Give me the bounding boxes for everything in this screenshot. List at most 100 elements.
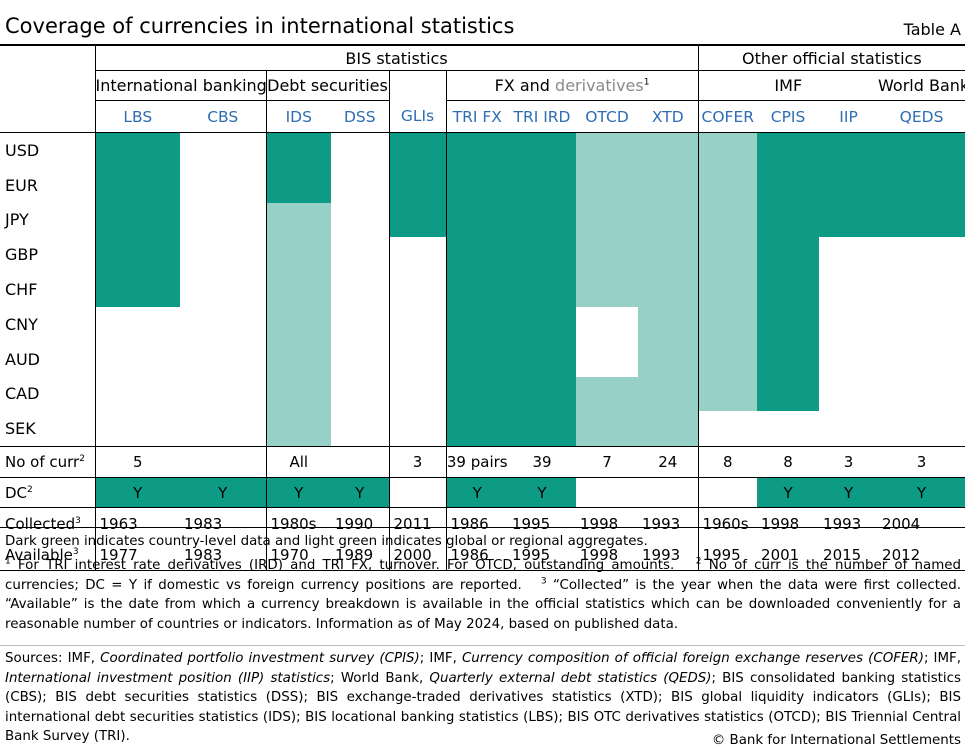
coverage-cell	[697, 341, 758, 377]
coverage-cell	[576, 237, 638, 273]
coverage-cell	[388, 306, 446, 342]
coverage-cell	[445, 202, 508, 238]
coverage-cell	[331, 342, 389, 377]
coverage-cell	[388, 237, 446, 273]
value-cell: 1995	[508, 539, 576, 572]
currency-row: SEK	[0, 411, 965, 447]
coverage-cell	[331, 168, 389, 203]
currency-row: CAD	[0, 376, 965, 412]
coverage-cell	[757, 167, 820, 203]
value-cell: 2000	[388, 539, 446, 572]
coverage-cell	[638, 376, 699, 412]
value-cell: Y	[508, 477, 576, 509]
value-cell: 2011	[388, 507, 446, 540]
value-cell: 8	[697, 446, 758, 479]
value-cell: 3	[878, 446, 965, 479]
coverage-cell	[445, 341, 508, 377]
coverage-cell	[576, 307, 638, 342]
row-label: Collected3	[5, 514, 81, 533]
coverage-cell	[697, 272, 758, 307]
coverage-cell	[819, 272, 878, 307]
coverage-cell	[697, 237, 758, 273]
value-cell: 1980s	[265, 507, 331, 540]
value-cell: 39	[508, 446, 576, 479]
coverage-cell	[265, 306, 331, 342]
column-header-dss: DSS	[331, 100, 389, 133]
coverage-cell	[697, 411, 758, 447]
group-bis: BIS statistics	[94, 46, 699, 71]
coverage-cell	[638, 237, 699, 273]
column-header-qeds: QEDS	[878, 100, 965, 133]
column-header-ids: IDS	[265, 100, 331, 133]
currency-label: JPY	[5, 210, 29, 230]
column-header-glis: GLIs	[388, 100, 446, 133]
subgroup-debt-securities: Debt securities	[265, 70, 389, 101]
coverage-cell	[331, 237, 389, 272]
coverage-cell	[331, 203, 389, 238]
value-cell: 1995	[697, 539, 758, 572]
table-label: Table A	[903, 20, 961, 39]
coverage-cell	[697, 306, 758, 342]
value-cell: 1989	[331, 539, 389, 572]
value-cell: 1983	[184, 514, 223, 533]
value-cell: All	[265, 446, 331, 479]
value-cell: 24	[638, 446, 699, 479]
coverage-cell	[445, 306, 508, 342]
coverage-cell	[576, 411, 638, 447]
coverage-cell	[508, 272, 576, 307]
coverage-cell	[180, 203, 266, 238]
coverage-cell	[878, 307, 965, 342]
coverage-cell	[697, 132, 758, 168]
legend-note: Dark green indicates country-level data …	[5, 534, 648, 549]
coverage-cell	[757, 237, 820, 273]
coverage-cell	[94, 376, 180, 412]
coverage-cell	[180, 411, 266, 446]
coverage-cell	[445, 237, 508, 273]
coverage-cell	[819, 307, 878, 342]
value-cell: Y	[331, 477, 389, 509]
value-cell	[576, 477, 638, 509]
value-cell	[388, 477, 446, 509]
value-cell: 1960s	[697, 507, 758, 540]
value-cell: 1993	[823, 514, 862, 533]
coverage-cell	[819, 237, 878, 272]
coverage-cell	[445, 167, 508, 203]
coverage-cell	[388, 202, 446, 238]
coverage-cell	[508, 411, 576, 447]
coverage-cell	[331, 307, 389, 342]
coverage-cell	[265, 167, 331, 203]
coverage-cell	[819, 167, 879, 203]
value-cell: 1990	[335, 514, 374, 533]
coverage-cell	[697, 167, 758, 203]
notes-divider	[0, 645, 965, 646]
column-header-xtd: XTD	[638, 100, 699, 133]
value-cell: Y	[819, 477, 879, 509]
subgroup-imf: IMF	[697, 70, 879, 101]
currency-label: AUD	[5, 349, 40, 369]
row-collected: Collected3 1963 1983 1980s 1990 2011 1986 1995 1…	[0, 507, 965, 540]
coverage-cell	[265, 202, 331, 238]
corner-cell	[0, 46, 95, 71]
value-cell: 1993	[638, 539, 699, 572]
row-available: Available3 1977 1983 1970 1989 2000 1986 1995 19…	[0, 539, 965, 572]
coverage-cell	[819, 202, 879, 238]
value-cell: 2015	[819, 539, 879, 572]
coverage-cell	[445, 272, 508, 307]
currency-label: SEK	[5, 419, 36, 439]
row-no-of-curr: No of curr2 5 All 3 39 pairs 39 7 24 8 8 3 3	[0, 446, 965, 479]
subgroup-international-banking: International banking	[94, 70, 267, 101]
coverage-cell	[94, 341, 180, 377]
coverage-cell	[265, 132, 331, 168]
subgroup-fx-derivatives: FX and derivatives1	[445, 70, 699, 101]
table-bottom-rule	[0, 527, 965, 528]
currency-row: CNY	[0, 306, 965, 342]
coverage-cell	[638, 341, 699, 377]
coverage-cell	[265, 341, 331, 377]
coverage-cell	[638, 272, 699, 307]
coverage-cell	[180, 237, 266, 272]
value-cell: 1995	[512, 514, 551, 533]
value-cell: 2012	[878, 539, 965, 572]
coverage-cell	[819, 377, 878, 412]
coverage-cell	[576, 202, 638, 238]
coverage-cell	[757, 411, 819, 446]
